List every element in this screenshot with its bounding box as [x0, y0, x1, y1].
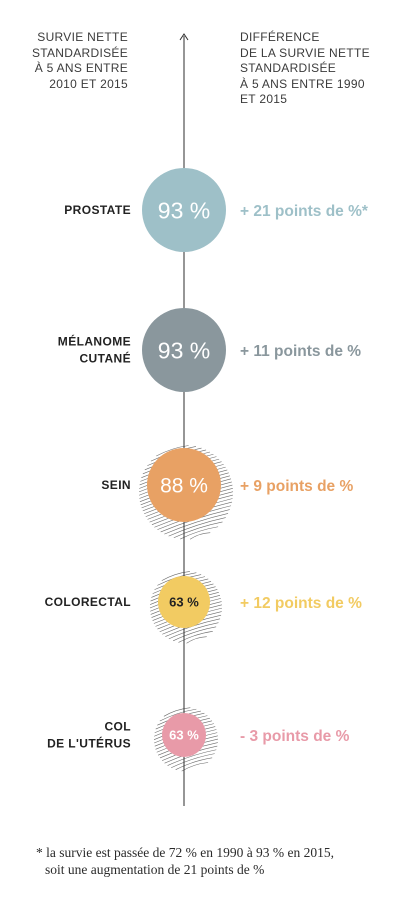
header-left: SURVIE NETTE STANDARDISÉE À 5 ANS ENTRE …	[0, 30, 128, 92]
header-left-line: SURVIE NETTE	[37, 30, 128, 44]
hatch-stroke	[180, 526, 219, 540]
chart-row: 63 % COL DE L'UTÉRUS - 3 points de %	[47, 707, 350, 772]
chart-row: 93 % PROSTATE + 21 points de %*	[64, 168, 369, 252]
header-left-line: À 5 ANS ENTRE	[34, 61, 128, 75]
header-left-line: STANDARDISÉE	[31, 45, 128, 60]
footnote-line: soit une augmentation de 21 points de %	[45, 862, 265, 877]
survival-bubble	[162, 713, 206, 757]
hatch-stroke	[167, 749, 217, 766]
chart-row: 93 % MÉLANOME CUTANÉ + 11 points de %	[58, 308, 361, 392]
hatch-stroke	[163, 707, 191, 717]
hatch-stroke	[173, 521, 223, 539]
hatch-stroke	[178, 631, 213, 643]
difference-label: - 3 points de %	[240, 728, 350, 745]
category-label: PROSTATE	[64, 203, 131, 217]
hatch-stroke	[161, 571, 190, 581]
survival-value-label: 63 %	[169, 728, 199, 743]
survival-value-label: 88 %	[160, 475, 208, 498]
survival-bubble	[142, 308, 226, 392]
difference-label: + 9 points de %	[240, 478, 353, 495]
difference-label: + 12 points de %	[240, 595, 362, 612]
survival-value-label: 93 %	[158, 197, 210, 223]
category-label: MÉLANOME	[58, 334, 131, 349]
hatch-stroke	[175, 757, 213, 770]
hatch-stroke	[189, 532, 211, 540]
hatch-stroke	[159, 708, 197, 722]
header-right-line: DIFFÉRENCE	[240, 30, 320, 44]
axis-arrow-icon	[179, 33, 189, 41]
hatch-stroke	[168, 622, 219, 640]
category-label: CUTANÉ	[79, 351, 131, 366]
chart-row: 88 % SEIN + 9 points de %	[101, 445, 353, 540]
hatch-stroke	[173, 626, 217, 642]
category-label: COL	[104, 720, 131, 734]
header-right-line: DE LA SURVIE NETTE	[240, 45, 370, 60]
header-right-line: À 5 ANS ENTRE 1990	[240, 76, 365, 91]
hatch-stroke	[171, 753, 215, 769]
hatch-stroke	[164, 513, 229, 535]
survival-value-label: 63 %	[169, 595, 199, 610]
header-right: DIFFÉRENCE DE LA SURVIE NETTE STANDARDIS…	[240, 30, 410, 108]
footnote-line: * la survie est passée de 72 % en 1990 à…	[36, 845, 335, 860]
hatch-stroke	[168, 517, 226, 537]
chart-row: 63 % COLORECTAL + 12 points de %	[45, 571, 362, 644]
category-label: COLORECTAL	[45, 595, 131, 609]
category-label: DE L'UTÉRUS	[47, 736, 131, 751]
survival-bubble	[147, 448, 221, 522]
hatch-stroke	[156, 445, 189, 457]
difference-label: + 21 points de %*	[240, 203, 369, 220]
survival-bubble	[142, 168, 226, 252]
hatch-stroke	[181, 762, 209, 772]
header-right-line: ET 2015	[240, 92, 288, 106]
survival-value-label: 93 %	[158, 337, 210, 363]
category-label: SEIN	[101, 478, 131, 492]
header-right-line: STANDARDISÉE	[240, 61, 337, 75]
survival-bubble	[158, 576, 210, 628]
hatch-stroke	[186, 636, 207, 644]
footnote: * la survie est passée de 72 % en 1990 à…	[36, 844, 406, 878]
header-left-line: 2010 ET 2015	[49, 76, 128, 91]
difference-label: + 11 points de %	[240, 343, 361, 360]
